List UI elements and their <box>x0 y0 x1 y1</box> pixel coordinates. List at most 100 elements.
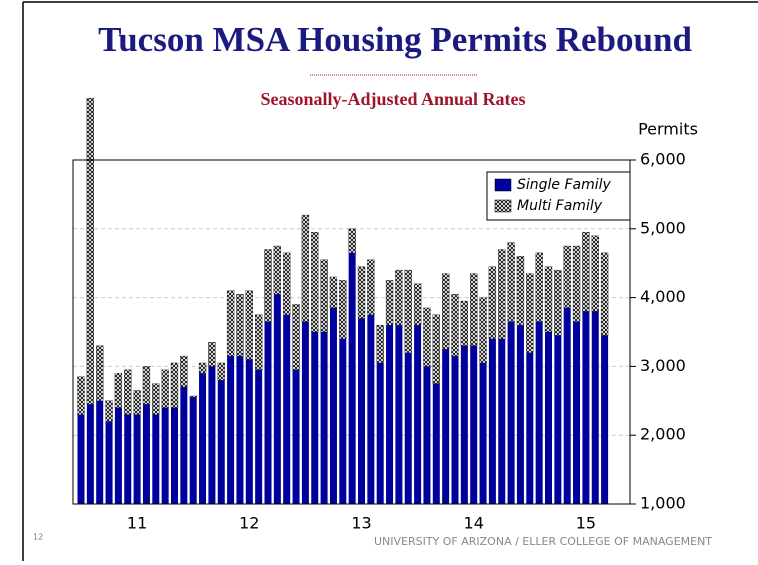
bar-segment <box>245 290 253 360</box>
bar-segment <box>273 294 281 504</box>
bar-segment <box>451 294 459 357</box>
bar-segment <box>535 252 543 322</box>
bar-segment <box>170 362 179 408</box>
bar-segment <box>376 362 384 504</box>
bar-segment <box>264 249 272 322</box>
bar-segment <box>470 345 478 504</box>
bar-segment <box>414 325 422 504</box>
y-tick-label: 1,000 <box>640 494 686 513</box>
bar-segment <box>507 321 515 504</box>
x-tick-label: 11 <box>127 514 147 533</box>
bar-segment <box>507 242 515 322</box>
bar-segment <box>516 325 524 504</box>
bar-segment <box>301 214 310 322</box>
bar-segment <box>573 321 581 504</box>
bar-segment <box>283 314 291 504</box>
bar-segment <box>404 269 412 353</box>
bar-segment <box>217 380 225 504</box>
y-tick-label: 4,000 <box>640 287 686 306</box>
bar-segment <box>320 259 328 333</box>
bar-segment <box>423 307 431 367</box>
bar-segment <box>563 307 571 504</box>
bar-segment <box>554 335 562 504</box>
bar-segment <box>208 342 216 367</box>
y-tick-label: 6,000 <box>640 150 686 169</box>
y-axis-label: Permits <box>638 120 698 139</box>
bar-segment <box>441 273 450 350</box>
bar-segment <box>142 366 151 405</box>
bar-segment <box>152 383 160 415</box>
bar-segment <box>199 373 207 504</box>
bar-segment <box>526 273 534 353</box>
bar-segment <box>442 349 450 504</box>
bar-segment <box>161 369 169 408</box>
bar-segment <box>77 414 85 504</box>
bar-segment <box>292 304 300 370</box>
title: Tucson MSA Housing Permits Rebound <box>98 20 692 59</box>
legend-label: Multi Family <box>517 198 603 214</box>
y-tick-label: 3,000 <box>640 356 686 375</box>
bar-segment <box>227 356 235 504</box>
bar-segment <box>498 249 506 340</box>
bar-segment <box>470 273 478 346</box>
bar-segment <box>189 397 197 504</box>
bar-segment <box>161 407 169 504</box>
bar-segment <box>395 325 403 504</box>
bar-segment <box>236 356 244 504</box>
bar-segment <box>386 325 394 504</box>
bar-segment <box>423 366 431 504</box>
bar-segment <box>133 390 141 415</box>
bar-segment <box>171 407 178 504</box>
bar-segment <box>460 345 468 504</box>
bar-segment <box>264 321 272 504</box>
bar-segment <box>105 400 113 422</box>
bar-segment <box>404 352 412 504</box>
bar-segment <box>488 338 496 504</box>
bar-segment <box>432 383 440 504</box>
bar-segment <box>301 321 309 504</box>
bar-segment <box>86 97 94 405</box>
bar-segment <box>86 404 94 504</box>
legend-swatch <box>494 199 512 213</box>
bar-segment <box>311 232 319 333</box>
bar-segment <box>133 414 141 504</box>
bar-segment <box>545 332 552 504</box>
bar-segment <box>498 338 506 504</box>
bar-segment <box>357 266 366 319</box>
bar-segment <box>320 332 328 504</box>
bar-segment <box>329 276 338 309</box>
legend-swatch <box>494 178 512 192</box>
bar-segment <box>376 324 384 364</box>
bar-segment <box>105 421 113 504</box>
bar-segment <box>283 252 291 315</box>
bar-segment <box>582 311 590 504</box>
bar-segment <box>348 228 356 254</box>
bar-segment <box>254 314 263 370</box>
bar-segment <box>479 362 487 504</box>
bar-segment <box>479 297 487 364</box>
bar-segment <box>245 359 253 504</box>
bar-segment <box>367 259 375 315</box>
bar-segment <box>385 280 394 326</box>
bar-segment <box>198 362 207 374</box>
bar-segment <box>311 332 319 504</box>
bar-segment <box>544 266 553 333</box>
bar-segment <box>124 369 132 415</box>
legend-label: Single Family <box>517 177 612 193</box>
bar-segment <box>367 314 375 504</box>
bar-segment <box>292 369 300 504</box>
bar-segment <box>516 256 525 326</box>
bar-segment <box>180 387 188 504</box>
bar-segment <box>395 269 403 326</box>
bar-segment <box>208 366 216 504</box>
bar-segment <box>329 307 337 504</box>
bar-segment <box>77 376 85 415</box>
bar-segment <box>460 300 469 346</box>
bar-segment <box>348 252 356 504</box>
bar-segment <box>591 311 599 504</box>
footer: UNIVERSITY OF ARIZONA / ELLER COLLEGE OF… <box>374 535 712 548</box>
bar-segment <box>358 318 365 504</box>
bar-segment <box>217 362 225 381</box>
bar-segment <box>535 321 543 504</box>
